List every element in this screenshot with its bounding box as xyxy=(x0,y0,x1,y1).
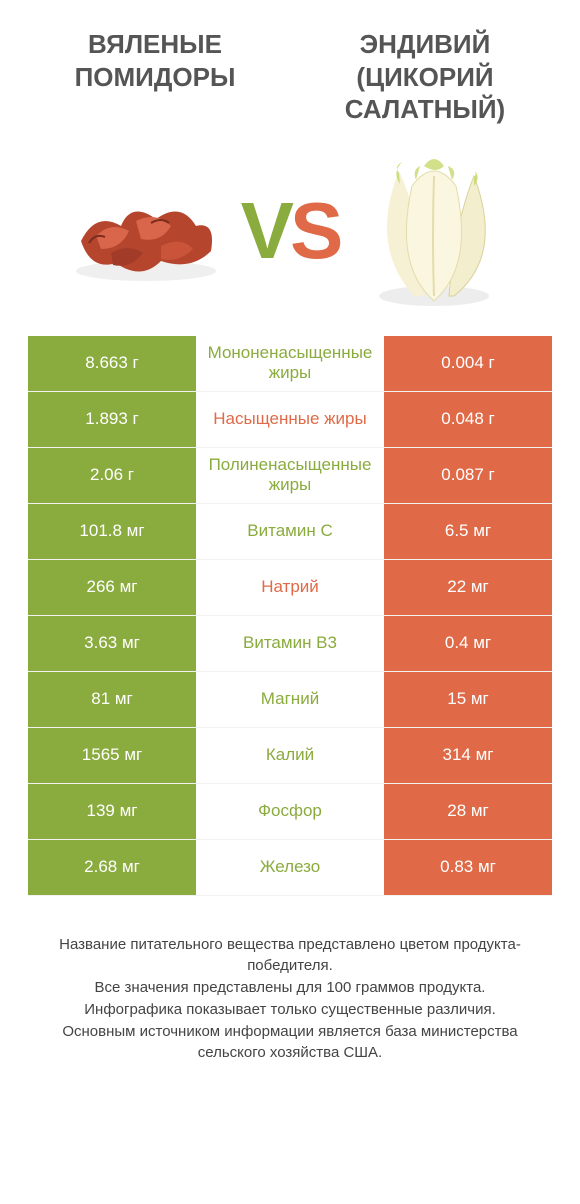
title-right-line3: САЛАТНЫЙ) xyxy=(345,94,505,124)
value-left: 2.68 мг xyxy=(28,840,196,895)
nutrient-label: Железо xyxy=(196,840,384,895)
table-row: 2.68 мгЖелезо0.83 мг xyxy=(28,840,552,896)
value-right: 0.83 мг xyxy=(384,840,552,895)
value-left: 2.06 г xyxy=(28,448,196,503)
nutrient-label: Мононенасыщенные жиры xyxy=(196,336,384,391)
title-right-line2: (ЦИКОРИЙ xyxy=(356,62,493,92)
nutrient-label: Натрий xyxy=(196,560,384,615)
table-row: 2.06 гПолиненасыщенные жиры0.087 г xyxy=(28,448,552,504)
nutrition-table: 8.663 гМононенасыщенные жиры0.004 г1.893… xyxy=(0,336,580,896)
value-left: 81 мг xyxy=(28,672,196,727)
nutrient-label: Магний xyxy=(196,672,384,727)
value-left: 8.663 г xyxy=(28,336,196,391)
value-left: 139 мг xyxy=(28,784,196,839)
nutrient-label: Насыщенные жиры xyxy=(196,392,384,447)
value-left: 3.63 мг xyxy=(28,616,196,671)
table-row: 81 мгМагний15 мг xyxy=(28,672,552,728)
table-row: 3.63 мгВитамин B30.4 мг xyxy=(28,616,552,672)
footer-line: Основным источником информации является … xyxy=(40,1021,540,1065)
value-left: 101.8 мг xyxy=(28,504,196,559)
endive-image xyxy=(349,146,519,316)
value-right: 0.087 г xyxy=(384,448,552,503)
images-row: VS xyxy=(0,136,580,336)
value-right: 314 мг xyxy=(384,728,552,783)
value-right: 28 мг xyxy=(384,784,552,839)
table-row: 8.663 гМононенасыщенные жиры0.004 г xyxy=(28,336,552,392)
table-row: 139 мгФосфор28 мг xyxy=(28,784,552,840)
value-right: 22 мг xyxy=(384,560,552,615)
vs-label: VS xyxy=(241,191,340,271)
header: ВЯЛЕНЫЕ ПОМИДОРЫ ЭНДИВИЙ (ЦИКОРИЙ САЛАТН… xyxy=(0,0,580,136)
footer-notes: Название питательного вещества представл… xyxy=(0,896,580,1065)
nutrient-label: Калий xyxy=(196,728,384,783)
table-row: 266 мгНатрий22 мг xyxy=(28,560,552,616)
footer-line: Название питательного вещества представл… xyxy=(40,934,540,978)
title-right: ЭНДИВИЙ (ЦИКОРИЙ САЛАТНЫЙ) xyxy=(290,28,560,126)
table-row: 1565 мгКалий314 мг xyxy=(28,728,552,784)
footer-line: Инфографика показывает только существенн… xyxy=(40,999,540,1021)
value-left: 266 мг xyxy=(28,560,196,615)
table-row: 1.893 гНасыщенные жиры0.048 г xyxy=(28,392,552,448)
value-right: 15 мг xyxy=(384,672,552,727)
value-right: 0.4 мг xyxy=(384,616,552,671)
nutrient-label: Витамин C xyxy=(196,504,384,559)
table-row: 101.8 мгВитамин C6.5 мг xyxy=(28,504,552,560)
nutrient-label: Полиненасыщенные жиры xyxy=(196,448,384,503)
value-left: 1.893 г xyxy=(28,392,196,447)
title-left: ВЯЛЕНЫЕ ПОМИДОРЫ xyxy=(20,28,290,93)
nutrient-label: Витамин B3 xyxy=(196,616,384,671)
value-right: 0.048 г xyxy=(384,392,552,447)
title-right-line1: ЭНДИВИЙ xyxy=(360,29,491,59)
vs-s: S xyxy=(290,186,339,275)
dried-tomatoes-image xyxy=(61,146,231,316)
footer-line: Все значения представлены для 100 граммо… xyxy=(40,977,540,999)
nutrient-label: Фосфор xyxy=(196,784,384,839)
vs-v: V xyxy=(241,186,290,275)
value-left: 1565 мг xyxy=(28,728,196,783)
value-right: 6.5 мг xyxy=(384,504,552,559)
value-right: 0.004 г xyxy=(384,336,552,391)
